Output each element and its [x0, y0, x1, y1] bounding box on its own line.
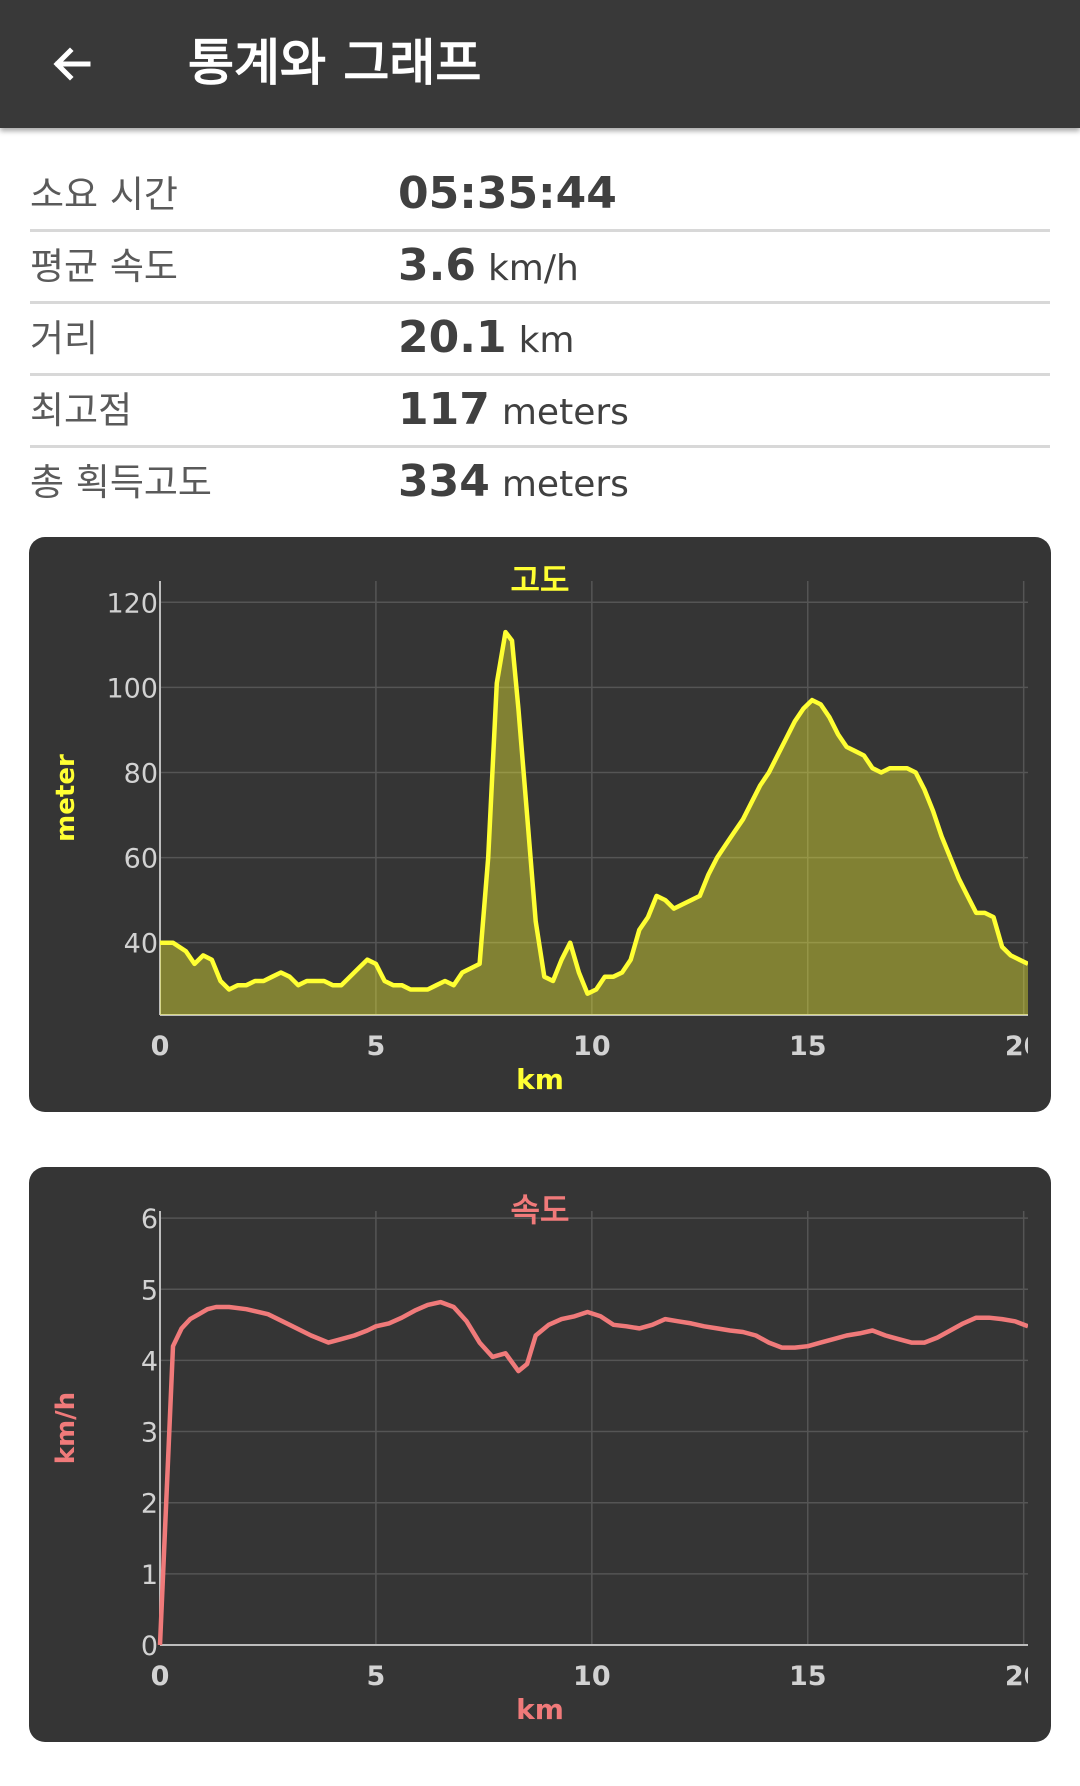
stats-table: 소요 시간 05:35:44 평균 속도 3.6 km/h 거리 20.1 km 최…	[30, 160, 1050, 517]
y-tick-label: 0	[141, 1631, 158, 1662]
y-axis-label: km/h	[51, 1392, 81, 1464]
stat-number: 20.1	[398, 312, 507, 363]
y-tick-label: 40	[124, 929, 158, 960]
chart-grid	[159, 1211, 1028, 1646]
stat-value: 20.1 km	[398, 310, 574, 375]
series-area	[160, 632, 1028, 1015]
x-tick-label: 20	[1005, 1661, 1043, 1692]
series-line	[160, 629, 1028, 996]
stat-row-max-altitude: 최고점 117 meters	[30, 376, 1050, 448]
y-tick-label: 4	[141, 1346, 158, 1377]
y-tick-label: 2	[141, 1489, 158, 1520]
x-tick-label: 10	[573, 1661, 611, 1692]
y-axis-label: meter	[51, 754, 81, 842]
altitude-chart-card: 0 5 10 15 20 40 60 80 100 120 고도 km meter	[29, 537, 1051, 1112]
stat-label: 평균 속도	[30, 245, 178, 288]
series-group	[160, 629, 1028, 1015]
speed-chart[interactable]: 0 5 10 15 20 0 1 2 3 4 5 6 속도 km km/h	[29, 1167, 1051, 1742]
stat-value: 05:35:44	[398, 166, 617, 231]
page-title: 통계와 그래프	[188, 34, 482, 92]
y-tick-label: 60	[124, 844, 158, 875]
x-tick-label: 10	[573, 1031, 611, 1062]
chart-title: 고도	[511, 561, 570, 599]
stat-unit: meters	[501, 392, 629, 433]
stat-number: 117	[398, 384, 490, 435]
y-tick-label: 3	[141, 1418, 158, 1449]
y-tick-label: 5	[141, 1275, 158, 1306]
x-tick-label: 20	[1005, 1031, 1043, 1062]
stat-row-distance: 거리 20.1 km	[30, 304, 1050, 376]
x-axis-label: km	[516, 1063, 564, 1096]
x-tick-label: 0	[151, 1661, 170, 1692]
x-tick-label: 0	[151, 1031, 170, 1062]
stat-value: 3.6 km/h	[398, 238, 579, 303]
x-tick-label: 15	[789, 1661, 827, 1692]
app-bar: 통계와 그래프	[0, 0, 1080, 128]
stat-unit: km	[518, 320, 575, 361]
stat-row-duration: 소요 시간 05:35:44	[30, 160, 1050, 232]
x-tick-label: 15	[789, 1031, 827, 1062]
stat-unit: km/h	[487, 248, 579, 289]
stat-row-total-ascent: 총 획득고도 334 meters	[30, 448, 1050, 517]
stat-label: 거리	[30, 317, 99, 360]
stat-value: 334 meters	[398, 454, 629, 519]
stat-number: 334	[398, 456, 490, 507]
chart-grid	[159, 581, 1028, 1015]
stat-value: 117 meters	[398, 382, 629, 447]
y-tick-label: 120	[106, 588, 158, 619]
stat-label: 최고점	[30, 389, 133, 432]
stat-number: 3.6	[398, 240, 476, 291]
stat-label: 총 획득고도	[30, 461, 212, 504]
back-button[interactable]	[36, 28, 108, 100]
series-group	[157, 1299, 1028, 1646]
stat-row-average-speed: 평균 속도 3.6 km/h	[30, 232, 1050, 304]
arrow-left-icon	[53, 47, 91, 81]
x-axis-label: km	[516, 1693, 564, 1726]
stat-unit: meters	[501, 464, 629, 505]
series-line	[157, 1299, 1028, 1646]
speed-chart-card: 0 5 10 15 20 0 1 2 3 4 5 6 속도 km km/h	[29, 1167, 1051, 1742]
y-tick-label: 80	[124, 758, 158, 789]
y-tick-label: 6	[141, 1204, 158, 1235]
x-tick-label: 5	[367, 1661, 386, 1692]
altitude-chart[interactable]: 0 5 10 15 20 40 60 80 100 120 고도 km meter	[29, 537, 1051, 1112]
stat-label: 소요 시간	[30, 173, 178, 216]
x-tick-label: 5	[367, 1031, 386, 1062]
stat-number: 05:35:44	[398, 168, 617, 219]
y-tick-label: 100	[106, 673, 158, 704]
chart-title: 속도	[511, 1191, 570, 1229]
y-tick-label: 1	[141, 1560, 158, 1591]
